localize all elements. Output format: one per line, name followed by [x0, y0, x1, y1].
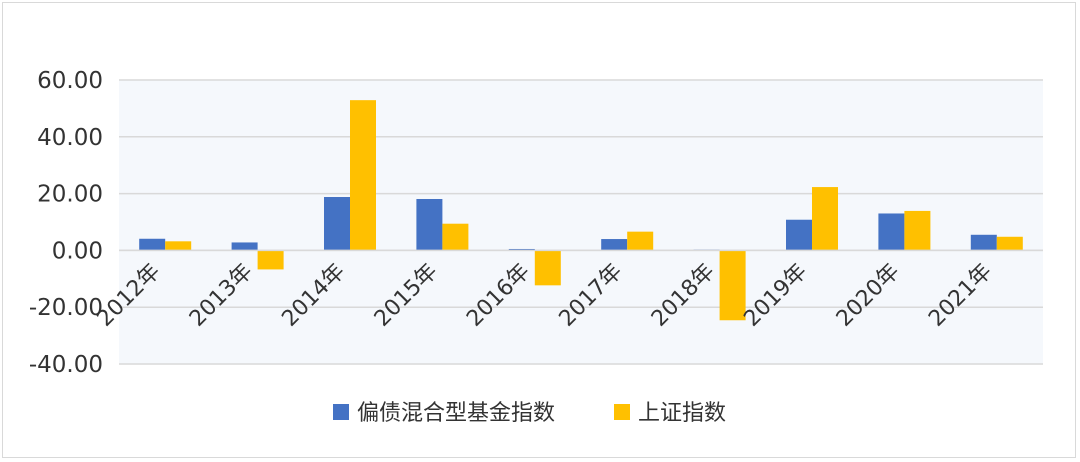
y-tick-label: 0.00 — [52, 238, 103, 264]
bar-shanghai-composite-2021年 — [996, 236, 1023, 251]
y-tick-label: -20.00 — [29, 295, 103, 321]
bar-bond-hybrid-fund-index-2021年 — [970, 234, 997, 251]
y-tick-label: 60.00 — [37, 68, 103, 94]
bar-shanghai-composite-2019年 — [812, 187, 838, 251]
bar-bond-hybrid-fund-index-2019年 — [786, 219, 812, 251]
bar-shanghai-composite-2016年 — [534, 250, 561, 286]
legend-swatch-shanghai-composite — [614, 404, 630, 420]
bar-shanghai-composite-2017年 — [627, 231, 654, 251]
y-tick-label: 40.00 — [37, 125, 103, 151]
bar-bond-hybrid-fund-index-2017年 — [601, 239, 628, 251]
bar-shanghai-composite-2018年 — [719, 250, 746, 321]
y-tick-label: -40.00 — [29, 352, 103, 378]
bar-shanghai-composite-2014年 — [350, 100, 376, 251]
bar-shanghai-composite-2015年 — [442, 223, 469, 251]
legend-label-bond-hybrid-fund-index: 偏债混合型基金指数 — [357, 401, 555, 426]
bar-bond-hybrid-fund-index-2013年 — [231, 242, 258, 251]
bar-shanghai-composite-2013年 — [257, 250, 284, 270]
bar-bond-hybrid-fund-index-2015年 — [416, 198, 443, 251]
bar-shanghai-composite-2012年 — [165, 241, 192, 251]
bar-bond-hybrid-fund-index-2012年 — [139, 238, 166, 251]
legend-label-shanghai-composite: 上证指数 — [638, 401, 726, 426]
bar-shanghai-composite-2020年 — [904, 210, 931, 251]
bar-bond-hybrid-fund-index-2014年 — [324, 197, 350, 251]
legend-swatch-bond-hybrid-fund-index — [333, 404, 349, 420]
bar-bond-hybrid-fund-index-2020年 — [878, 213, 905, 251]
y-tick-label: 20.00 — [37, 182, 103, 208]
